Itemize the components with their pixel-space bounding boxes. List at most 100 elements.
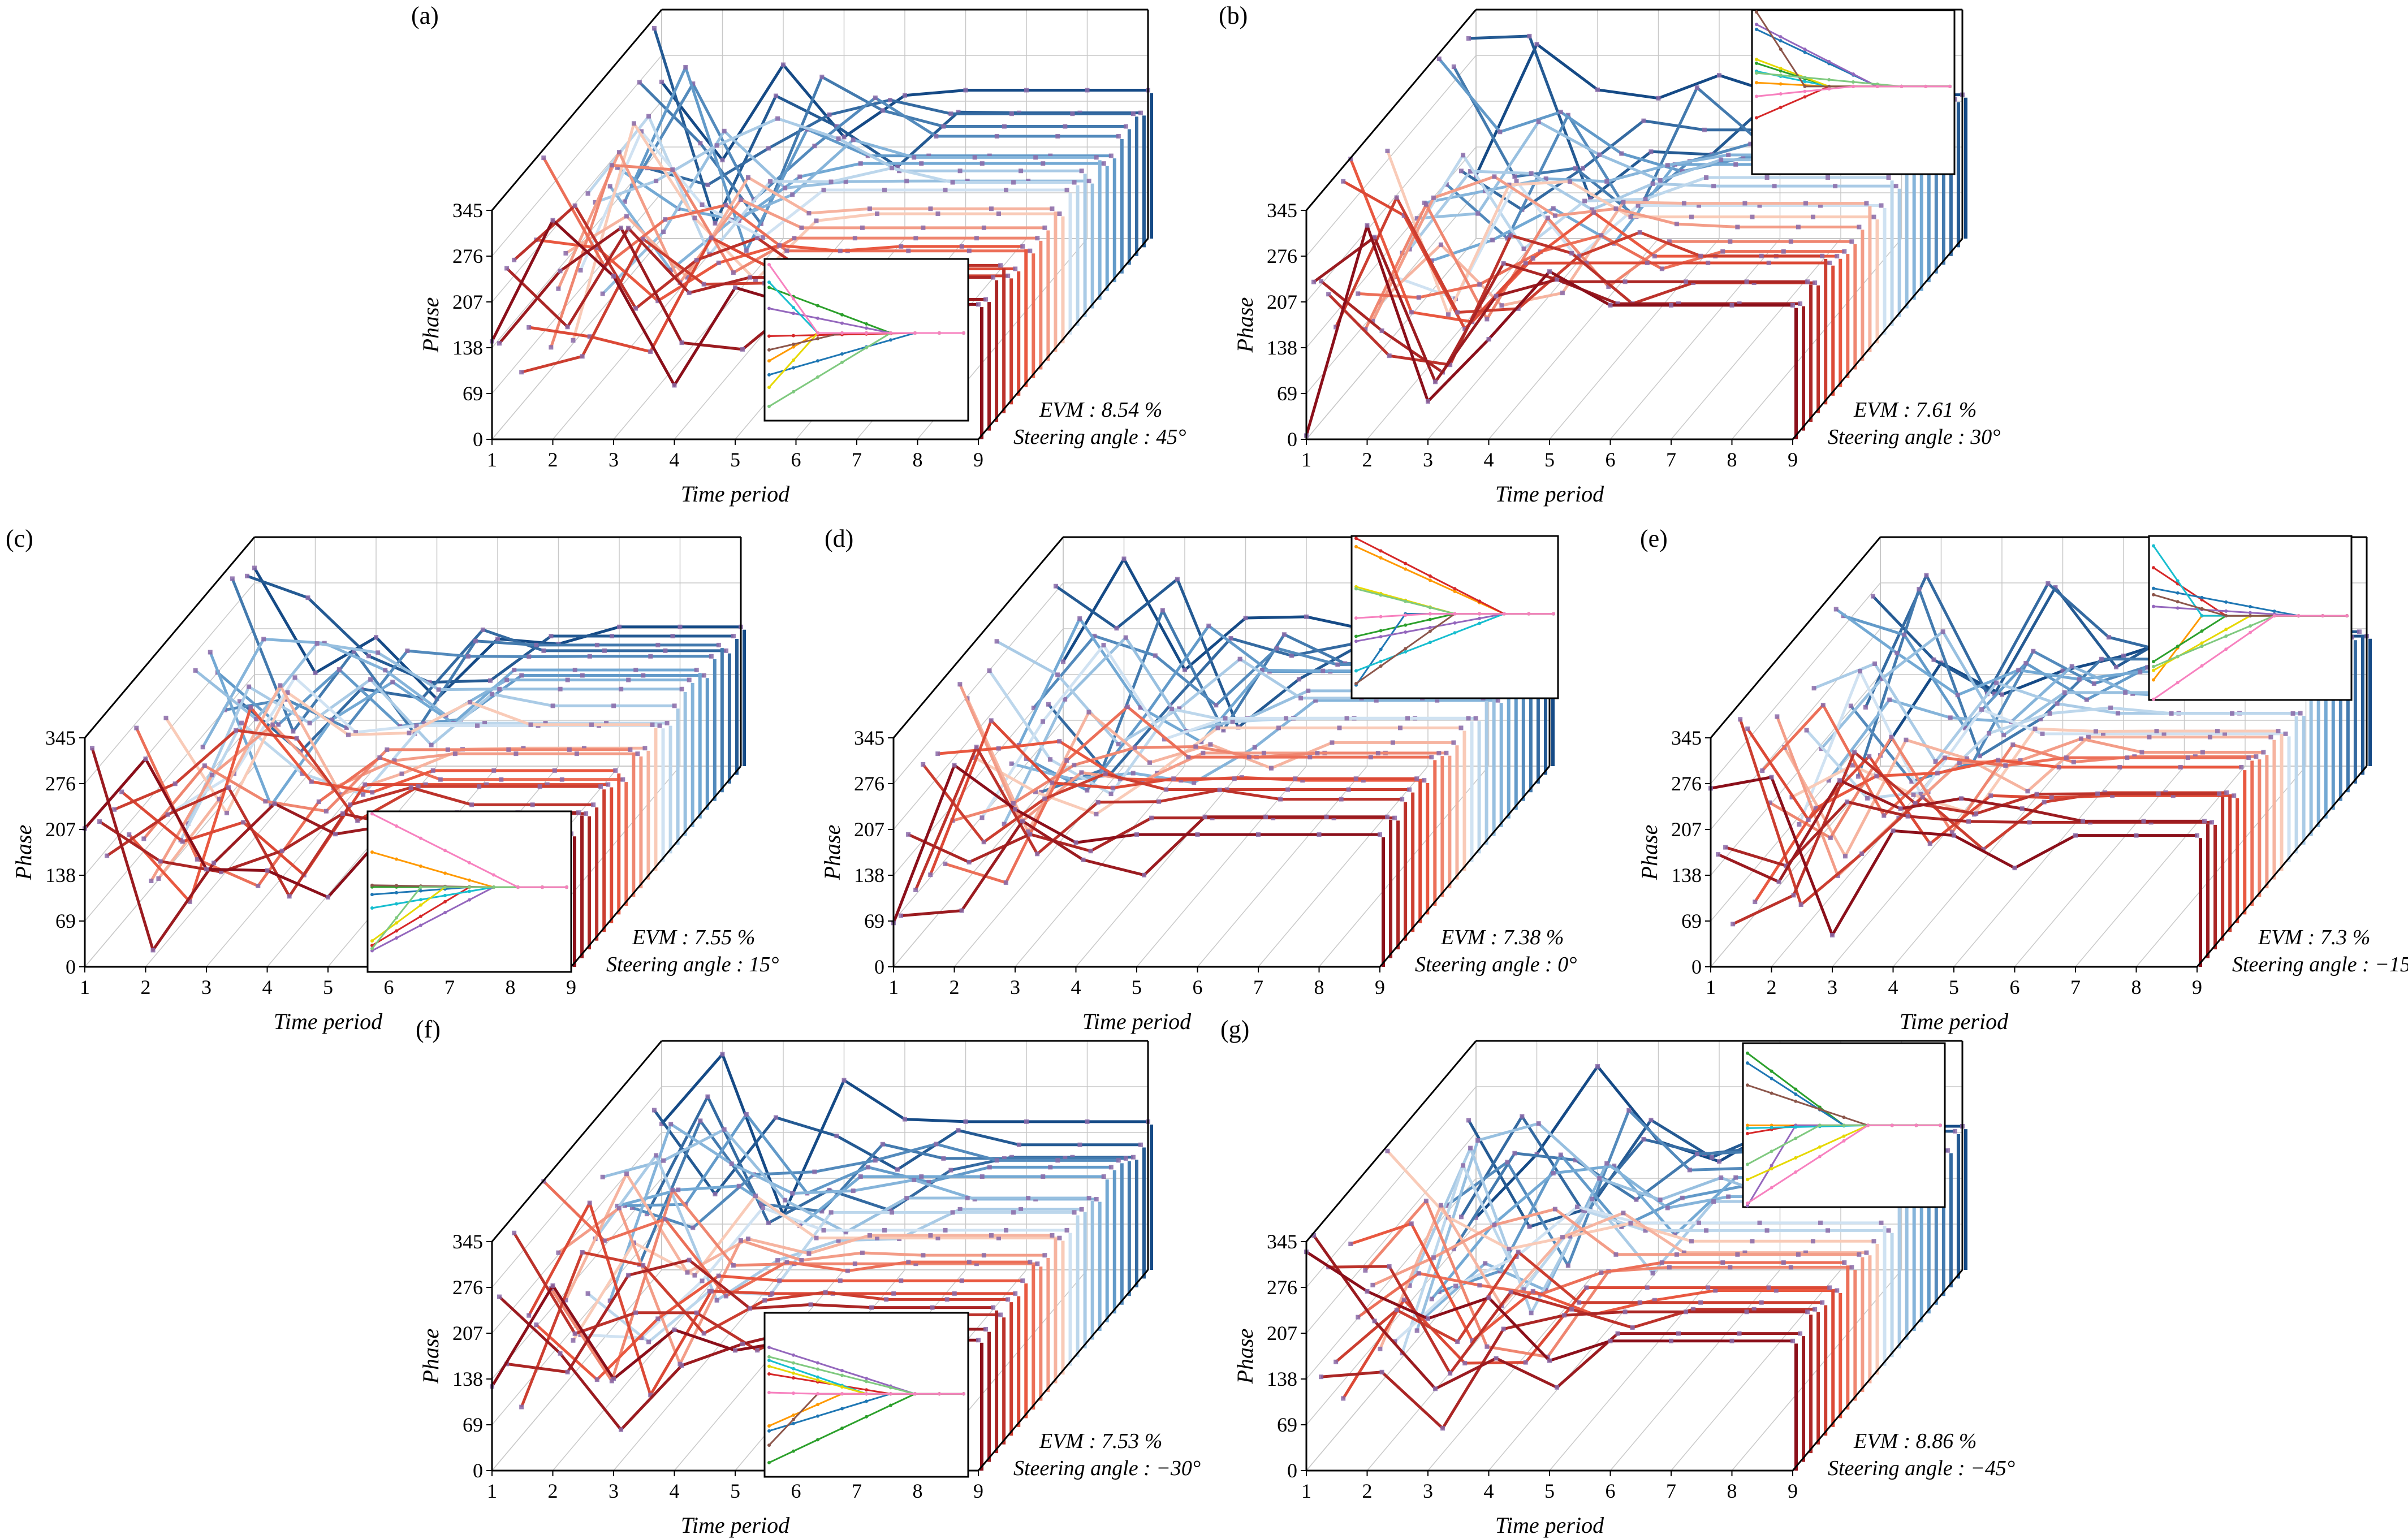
data-point (1773, 1288, 1779, 1293)
data-point (1468, 1145, 1473, 1151)
data-point (1130, 111, 1136, 116)
inset-point (1827, 87, 1831, 91)
data-point (1784, 863, 1789, 868)
x-tick-label: 3 (1010, 976, 1020, 998)
data-point (1409, 310, 1414, 315)
data-point (230, 576, 235, 581)
data-point (1077, 1142, 1082, 1147)
data-point (1735, 1252, 1740, 1257)
data-point (1311, 279, 1317, 284)
data-point (1011, 1210, 1016, 1215)
x-tick-label: 7 (445, 976, 455, 998)
inset-point (1803, 47, 1807, 51)
y-tick-label: 138 (854, 864, 884, 887)
data-point (1835, 254, 1840, 259)
data-point (234, 728, 239, 733)
data-point (558, 686, 563, 691)
data-point (1348, 1242, 1353, 1247)
data-point (1764, 1228, 1770, 1233)
data-point (959, 908, 964, 913)
inset-point (1779, 39, 1783, 43)
data-point (913, 887, 918, 892)
series-line (187, 678, 675, 824)
data-point (941, 124, 946, 129)
data-point (2084, 697, 2089, 702)
inset-point (792, 1353, 795, 1357)
data-point (1094, 155, 1099, 160)
data-point (1475, 1138, 1481, 1143)
inset-point (2224, 634, 2228, 638)
data-point (1582, 198, 1587, 204)
y-tick-label: 138 (1267, 336, 1297, 359)
data-point (565, 677, 570, 682)
data-point (1035, 851, 1040, 857)
x-tick-label: 2 (1767, 976, 1777, 998)
data-point (1543, 176, 1548, 181)
data-point (1028, 1260, 1033, 1265)
inset-point (419, 923, 422, 927)
data-point (497, 1294, 502, 1299)
y-tick-label: 69 (1277, 1413, 1297, 1436)
data-point (1697, 1220, 1702, 1225)
inset-point (792, 342, 795, 346)
data-point (1214, 703, 1219, 708)
data-point (934, 133, 939, 139)
data-point (567, 747, 572, 752)
data-point (1635, 203, 1641, 208)
data-point (1562, 1313, 1567, 1318)
data-point (1033, 155, 1038, 160)
inset-point (1852, 80, 1855, 84)
data-point (1020, 1278, 1025, 1283)
data-point (1717, 1159, 1721, 1164)
data-point (921, 762, 926, 767)
data-point (873, 95, 878, 100)
x-tick-label: 4 (262, 976, 273, 998)
data-point (1293, 776, 1298, 781)
data-point (683, 65, 688, 70)
data-point (2023, 660, 2029, 665)
data-point (1750, 1239, 1755, 1244)
data-point (1966, 819, 1971, 824)
data-point (438, 777, 443, 782)
data-point (202, 763, 207, 768)
data-point (1827, 261, 1832, 266)
data-point (1195, 832, 1200, 837)
data-point (991, 1305, 996, 1310)
x-tick-label: 1 (1706, 976, 1716, 998)
data-point (383, 668, 388, 673)
data-point (241, 820, 246, 825)
data-point (519, 1404, 524, 1410)
data-point (841, 1078, 847, 1083)
data-point (991, 275, 996, 280)
data-point (2223, 731, 2228, 736)
data-point (1641, 118, 1646, 123)
inset-point (1354, 681, 1358, 685)
y-tick-label: 276 (452, 245, 483, 267)
data-point (2121, 653, 2126, 658)
data-point (1658, 1198, 1663, 1203)
data-point (974, 745, 979, 750)
data-point (952, 763, 957, 768)
data-point (1431, 195, 1436, 200)
data-point (1628, 214, 1633, 219)
data-point (585, 1291, 590, 1296)
inset-point (1453, 590, 1457, 594)
x-axis-title: Time period (1495, 481, 1604, 507)
inset-point (2272, 614, 2276, 618)
inset-point (816, 1438, 819, 1442)
data-point (2018, 758, 2023, 763)
data-point (1378, 832, 1382, 837)
data-point (648, 654, 653, 659)
data-point (497, 686, 502, 691)
data-point (1658, 178, 1663, 183)
data-point (2169, 711, 2174, 716)
inset-point (370, 906, 374, 910)
data-point (762, 1298, 767, 1303)
data-point (2210, 820, 2215, 825)
data-point (619, 1427, 624, 1432)
data-point (1864, 1250, 1869, 1255)
depth-axis (1379, 766, 1551, 967)
data-point (755, 1348, 760, 1353)
data-point (537, 784, 542, 789)
